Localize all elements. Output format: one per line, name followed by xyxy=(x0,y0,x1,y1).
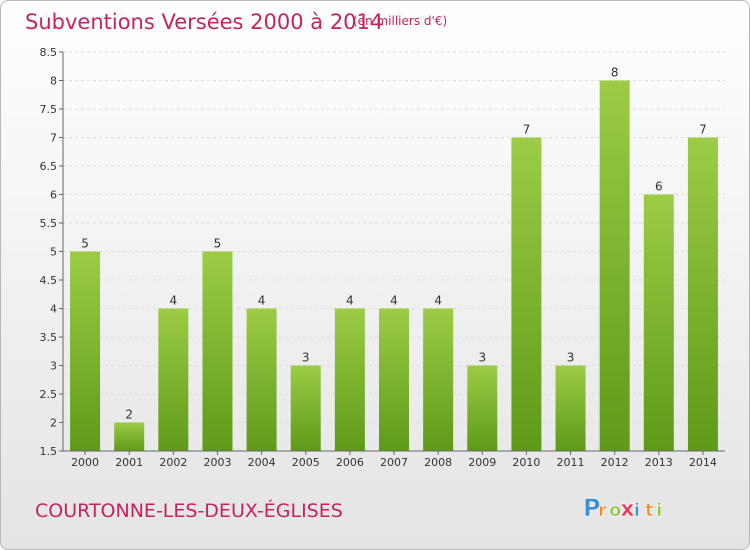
bar xyxy=(158,308,189,451)
logo-letter: t xyxy=(645,500,654,521)
logo-letter: P xyxy=(583,494,601,522)
x-tick-label: 2011 xyxy=(557,456,585,469)
x-tick-label: 2008 xyxy=(424,456,452,469)
bar-value-label: 7 xyxy=(699,123,707,137)
bar xyxy=(202,251,233,451)
y-tick-label: 6.5 xyxy=(40,160,58,173)
y-tick-label: 7.5 xyxy=(40,103,58,116)
logo-letter: x xyxy=(620,497,634,522)
bar-value-label: 4 xyxy=(258,294,266,308)
bar xyxy=(511,137,542,451)
y-tick-label: 1.5 xyxy=(40,445,58,458)
bar-value-label: 8 xyxy=(611,66,619,80)
y-axis: 1.5 2 2.5 3 3.5 4 4.5 5 5.5 6 6.5 7 7.5 8 8.5 xyxy=(40,46,64,458)
bar xyxy=(687,137,718,451)
bar-value-label: 3 xyxy=(567,351,575,365)
bar-value-label: 4 xyxy=(434,294,442,308)
y-tick-label: 4 xyxy=(50,303,57,316)
x-tick-label: 2001 xyxy=(115,456,143,469)
x-tick-label: 2009 xyxy=(468,456,496,469)
y-tick-label: 2.5 xyxy=(40,388,58,401)
y-tick-label: 6 xyxy=(50,189,57,202)
y-tick-label: 3 xyxy=(50,360,57,373)
bar-value-label: 3 xyxy=(302,351,310,365)
logo-letter: r xyxy=(598,500,607,521)
commune-name: COURTONNE-LES-DEUX-ÉGLISES xyxy=(35,499,343,522)
bar-value-label: 5 xyxy=(214,237,222,251)
x-tick-label: 2000 xyxy=(71,456,99,469)
x-axis: 2000 2001 2002 2003 2004 2005 2006 2007 2008 2009… xyxy=(63,450,725,469)
bar-value-label: 5 xyxy=(81,237,89,251)
x-tick-label: 2014 xyxy=(689,456,717,469)
bar xyxy=(467,365,498,451)
bar xyxy=(379,308,409,451)
proxiti-logo: Pr ox i t i xyxy=(583,494,663,523)
x-tick-label: 2004 xyxy=(248,456,276,469)
y-tick-label: 2 xyxy=(50,417,57,430)
chart-title: Subventions Versées 2000 à 2014 xyxy=(25,10,383,34)
bar-value-label: 6 xyxy=(655,180,663,194)
x-tick-label: 2006 xyxy=(336,456,364,469)
bar-value-label: 7 xyxy=(523,123,531,137)
x-tick-label: 2013 xyxy=(645,456,673,469)
bar xyxy=(555,365,586,451)
bar xyxy=(423,308,454,451)
y-tick-label: 5.5 xyxy=(40,217,58,230)
y-tick-label: 8.5 xyxy=(40,46,58,59)
bar-value-label: 4 xyxy=(346,294,354,308)
bar xyxy=(246,308,277,451)
x-tick-label: 2007 xyxy=(380,456,408,469)
bar xyxy=(70,251,101,451)
bar xyxy=(643,194,674,451)
x-tick-label: 2010 xyxy=(512,456,540,469)
logo-letter: o xyxy=(609,500,621,521)
x-tick-label: 2012 xyxy=(601,456,629,469)
chart-subtitle: (en milliers d'€) xyxy=(353,14,447,28)
x-tick-label: 2002 xyxy=(159,456,187,469)
logo-letter: i xyxy=(634,500,640,521)
bar-value-label: 4 xyxy=(390,294,398,308)
y-tick-label: 5 xyxy=(50,246,57,259)
y-tick-label: 4.5 xyxy=(40,274,58,287)
x-tick-label: 2005 xyxy=(292,456,320,469)
bar xyxy=(114,422,145,451)
x-tick-label: 2003 xyxy=(203,456,231,469)
y-tick-label: 7 xyxy=(50,132,57,145)
bar-value-label: 2 xyxy=(125,408,133,422)
y-tick-label: 3.5 xyxy=(40,331,58,344)
bar xyxy=(599,80,630,451)
bar xyxy=(290,365,321,451)
bar-value-label: 3 xyxy=(478,351,486,365)
logo-letter: i xyxy=(656,500,662,521)
bars: 5 2 4 5 4 3 4 4 4 3 7 3 8 6 7 xyxy=(70,66,718,451)
bar xyxy=(334,308,365,451)
bar-value-label: 4 xyxy=(170,294,178,308)
y-tick-label: 8 xyxy=(50,75,57,88)
